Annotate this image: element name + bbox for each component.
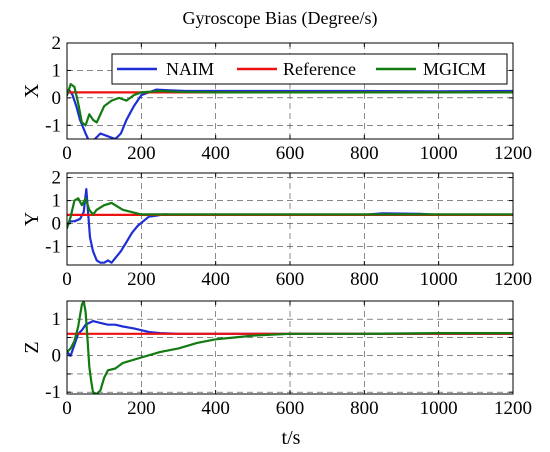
x-tick-label: 1000 bbox=[420, 143, 458, 164]
x-tick-label: 1200 bbox=[494, 269, 532, 290]
legend-box bbox=[111, 53, 508, 85]
x-tick-label: 1200 bbox=[494, 398, 532, 419]
x-tick-label: 200 bbox=[127, 398, 156, 419]
y-tick-label: -1 bbox=[45, 382, 61, 403]
y-tick-label: 2 bbox=[52, 33, 62, 54]
x-tick-label: 800 bbox=[350, 269, 379, 290]
legend: NAIM Reference MGICM bbox=[111, 53, 508, 85]
y-tick-label: 0 bbox=[52, 214, 62, 235]
series-group bbox=[67, 188, 513, 264]
y-tick-label: 0 bbox=[52, 346, 62, 367]
x-tick-label: 0 bbox=[62, 143, 72, 164]
y-tick-label: 1 bbox=[52, 60, 62, 81]
legend-label-naim: NAIM bbox=[166, 59, 214, 79]
series-group bbox=[67, 82, 513, 139]
y-tick-label: 2 bbox=[52, 168, 62, 189]
x-tick-label: 600 bbox=[276, 398, 305, 419]
series-line-mgicm bbox=[67, 197, 513, 230]
y-axis-label: Z bbox=[21, 341, 43, 353]
series-line-mgicm bbox=[67, 82, 513, 127]
legend-label-reference: Reference bbox=[283, 59, 356, 79]
x-tick-label: 1200 bbox=[494, 143, 532, 164]
series-group bbox=[67, 301, 513, 394]
x-tick-label: 0 bbox=[62, 398, 72, 419]
x-tick-label: 800 bbox=[350, 143, 379, 164]
x-tick-label: 1000 bbox=[420, 269, 458, 290]
x-tick-label: 600 bbox=[276, 269, 305, 290]
x-tick-label: 1000 bbox=[420, 398, 458, 419]
x-tick-label: 800 bbox=[350, 398, 379, 419]
y-axis-label: X bbox=[21, 83, 43, 98]
x-tick-label: 400 bbox=[201, 398, 230, 419]
x-tick-label: 600 bbox=[276, 143, 305, 164]
series-line-mgicm bbox=[67, 301, 513, 394]
y-tick-label: 0 bbox=[52, 88, 62, 109]
x-tick-label: 400 bbox=[201, 269, 230, 290]
x-tick-label: 200 bbox=[127, 143, 156, 164]
y-tick-label: 1 bbox=[52, 191, 62, 212]
x-tick-label: 0 bbox=[62, 269, 72, 290]
legend-label-mgicm: MGICM bbox=[423, 59, 486, 79]
x-tick-label: 200 bbox=[127, 269, 156, 290]
y-tick-label: -1 bbox=[45, 237, 61, 258]
chart-title: Gyroscope Bias (Degree/s) bbox=[183, 8, 378, 29]
y-tick-label: 1 bbox=[52, 309, 62, 330]
y-axis-label: Y bbox=[21, 212, 43, 226]
series-line-naim bbox=[67, 88, 513, 139]
x-tick-label: 400 bbox=[201, 143, 230, 164]
y-tick-label: -1 bbox=[45, 115, 61, 136]
x-axis-label: t/s bbox=[282, 427, 301, 449]
